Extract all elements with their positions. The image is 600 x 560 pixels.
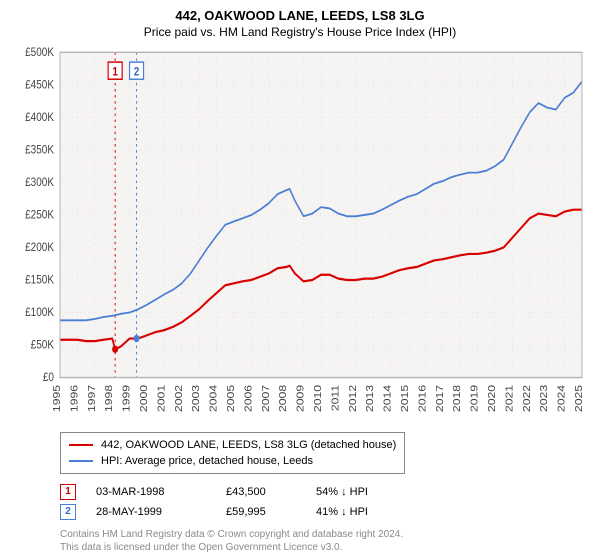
footer-line-2: This data is licensed under the Open Gov… [60, 541, 590, 554]
x-tick-label: 2007 [261, 385, 272, 412]
sale-row: 2 28-MAY-1999 £59,995 41% ↓ HPI [60, 502, 590, 522]
x-tick-label: 2014 [383, 385, 394, 412]
x-tick-label: 2016 [417, 385, 428, 412]
sales-table: 1 03-MAR-1998 £43,500 54% ↓ HPI 2 28-MAY-1999… [60, 482, 590, 522]
legend-row: HPI: Average price, detached house, Leed… [69, 453, 396, 469]
y-tick-label: £150K [25, 274, 54, 287]
sale-row-price: £59,995 [226, 502, 296, 522]
x-tick-label: 2015 [400, 385, 411, 412]
x-tick-label: 1995 [52, 385, 63, 412]
legend-row: 442, OAKWOOD LANE, LEEDS, LS8 3LG (detac… [69, 437, 396, 453]
x-tick-label: 2005 [226, 385, 237, 412]
x-tick-label: 2019 [470, 385, 481, 412]
x-tick-label: 2008 [278, 385, 289, 412]
sale-row-price: £43,500 [226, 482, 296, 502]
sale-marker-dot [134, 335, 140, 342]
x-tick-label: 2004 [209, 385, 220, 412]
y-tick-label: £350K [25, 144, 54, 157]
legend-box: 442, OAKWOOD LANE, LEEDS, LS8 3LG (detac… [60, 432, 405, 474]
sale-row-pct: 54% ↓ HPI [316, 482, 368, 502]
sale-marker-number: 2 [134, 66, 140, 79]
legend-label: 442, OAKWOOD LANE, LEEDS, LS8 3LG (detac… [101, 437, 396, 453]
chart-title: 442, OAKWOOD LANE, LEEDS, LS8 3LG [10, 8, 590, 23]
y-tick-label: £50K [31, 339, 55, 352]
footer-attribution: Contains HM Land Registry data © Crown c… [60, 528, 590, 554]
legend-swatch [69, 460, 93, 462]
sale-row-marker: 1 [60, 484, 76, 500]
sale-row-date: 28-MAY-1999 [96, 502, 206, 522]
chart-subtitle: Price paid vs. HM Land Registry's House … [10, 25, 590, 39]
x-tick-label: 2002 [174, 385, 185, 412]
chart-container: 442, OAKWOOD LANE, LEEDS, LS8 3LG Price … [0, 0, 600, 560]
chart-plot-area: £0 £50K £100K £150K £200K £250K £300K £350K £400… [10, 45, 590, 424]
sale-row-date: 03-MAR-1998 [96, 482, 206, 502]
y-tick-label: £400K [25, 111, 54, 124]
y-tick-label: £100K [25, 306, 54, 319]
x-tick-label: 2010 [313, 385, 324, 412]
y-tick-label: £500K [25, 46, 54, 59]
x-tick-label: 2003 [191, 385, 202, 412]
x-tick-label: 1998 [104, 385, 115, 412]
x-tick-label: 2011 [330, 385, 341, 411]
footer-line-1: Contains HM Land Registry data © Crown c… [60, 528, 590, 541]
sale-row-marker: 2 [60, 504, 76, 520]
x-tick-label: 1996 [69, 385, 80, 412]
x-tick-label: 2001 [156, 385, 167, 412]
legend-label: HPI: Average price, detached house, Leed… [101, 453, 313, 469]
x-tick-label: 2018 [452, 385, 463, 412]
sale-row: 1 03-MAR-1998 £43,500 54% ↓ HPI [60, 482, 590, 502]
x-tick-label: 2012 [348, 385, 359, 412]
x-tick-label: 2021 [504, 385, 515, 412]
chart-svg: £0 £50K £100K £150K £200K £250K £300K £350K £400… [10, 45, 590, 424]
x-tick-label: 2022 [522, 385, 533, 412]
sale-marker-dot [112, 346, 118, 353]
legend-swatch [69, 444, 93, 446]
sale-row-pct: 41% ↓ HPI [316, 502, 368, 522]
sale-marker-number: 1 [112, 66, 118, 79]
y-tick-label: £250K [25, 209, 54, 222]
title-block: 442, OAKWOOD LANE, LEEDS, LS8 3LG Price … [10, 8, 590, 45]
x-tick-label: 2020 [487, 385, 498, 412]
x-tick-label: 2000 [139, 385, 150, 412]
x-tick-label: 2013 [365, 385, 376, 412]
x-tick-label: 1997 [87, 385, 98, 412]
y-tick-label: £0 [43, 371, 54, 384]
y-tick-label: £450K [25, 79, 54, 92]
x-tick-label: 2017 [435, 385, 446, 412]
y-tick-label: £200K [25, 241, 54, 254]
x-tick-label: 2023 [539, 385, 550, 412]
x-tick-label: 2025 [574, 385, 585, 412]
x-tick-label: 2024 [557, 385, 568, 412]
x-tick-label: 2006 [243, 385, 254, 412]
x-tick-label: 2009 [296, 385, 307, 412]
y-tick-label: £300K [25, 176, 54, 189]
x-tick-label: 1999 [122, 385, 133, 412]
